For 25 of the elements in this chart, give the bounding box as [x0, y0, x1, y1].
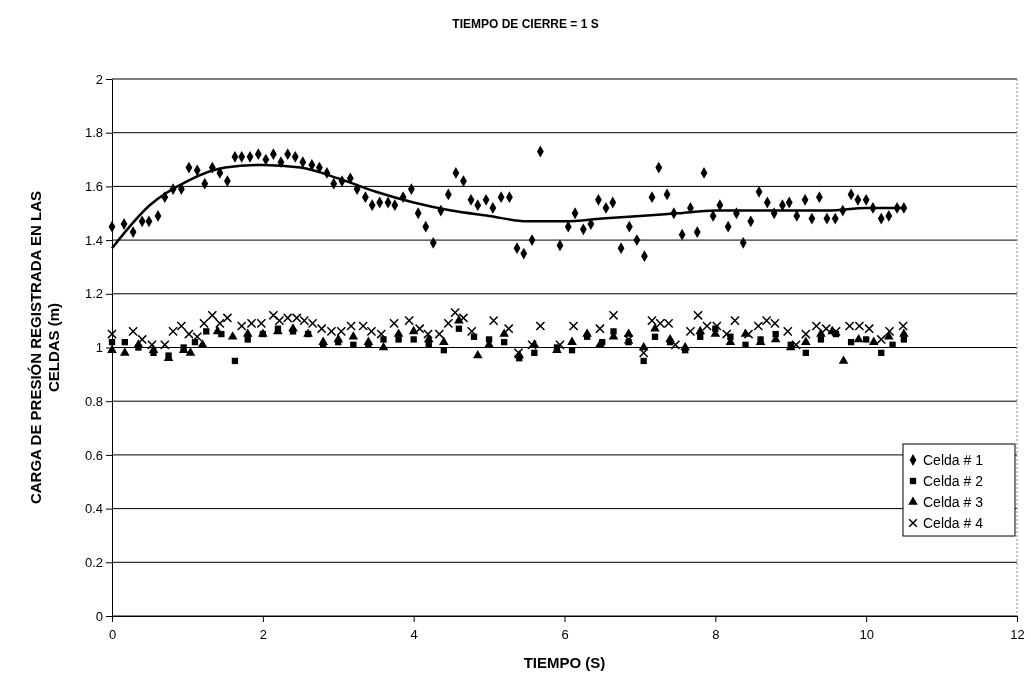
x-axis-title: TIEMPO (S): [523, 654, 606, 671]
y-tick-label: 0: [95, 608, 103, 624]
y-tick-label: 2: [95, 71, 103, 87]
x-tick-label: 0: [108, 627, 117, 643]
y-tick-label: 1.6: [84, 179, 103, 195]
x-tick-label: 10: [859, 627, 874, 643]
x-tick-label: 6: [561, 627, 569, 643]
y-tick-label: 1.2: [84, 286, 103, 302]
legend-label: Celda # 4: [923, 515, 984, 531]
y-tick-label: 0.6: [84, 447, 103, 463]
x-tick-label: 12: [1010, 627, 1025, 643]
legend-label: Celda # 1: [923, 452, 984, 468]
y-tick-label: 1: [95, 340, 103, 356]
chart-title: TIEMPO DE CIERRE = 1 S: [452, 17, 599, 31]
legend-label: Celda # 3: [923, 494, 984, 510]
y-axis-title: CARGA DE PRESIÓN REGISTRADA EN LAS CELDAS (m): [27, 190, 62, 505]
y-tick-label: 0.2: [84, 554, 103, 570]
y-tick-label: 0.8: [84, 393, 103, 409]
x-tick-label: 4: [410, 627, 418, 643]
x-tick-label: 2: [259, 627, 267, 643]
y-tick-label: 0.4: [84, 501, 103, 517]
x-tick-label: 8: [712, 627, 720, 643]
legend-label: Celda # 2: [923, 473, 984, 489]
y-tick-label: 1.4: [84, 232, 103, 248]
y-tick-label: 1.8: [84, 125, 103, 141]
